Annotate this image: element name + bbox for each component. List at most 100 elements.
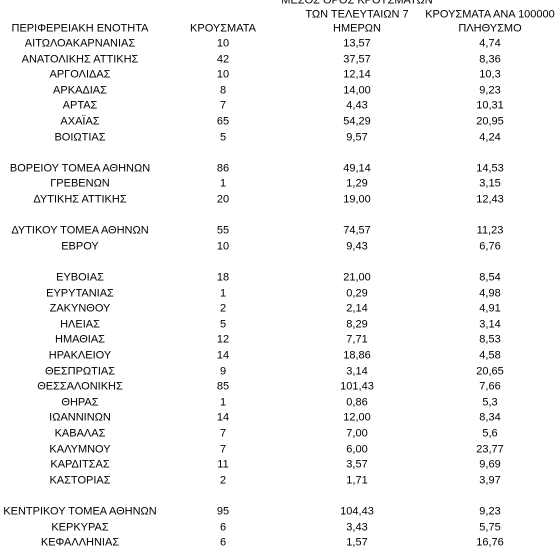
value-cell: 7,71 [346, 333, 368, 346]
region-name: ΚΑΣΤΟΡΙΑΣ [49, 474, 111, 487]
value-cell: 9 [219, 365, 227, 378]
region-name: ΘΗΡΑΣ [61, 396, 99, 409]
value-cell: 11 [217, 458, 229, 471]
value-cell: 101,43 [340, 380, 374, 393]
value-cell: 10 [216, 37, 230, 50]
region-name: ΗΡΑΚΛΕΙΟΥ [48, 349, 112, 362]
value-cell: 8 [219, 84, 227, 97]
value-cell: 14,00 [343, 84, 371, 97]
value-cell: 9,69 [479, 458, 501, 471]
value-cell: 14,53 [476, 162, 504, 175]
value-cell: 5,6 [482, 427, 498, 440]
value-cell: 8,36 [479, 53, 501, 66]
value-cell: 5 [219, 318, 227, 331]
value-cell: 18,86 [343, 349, 371, 362]
region-name: ΒΟΙΩΤΙΑΣ [54, 131, 106, 144]
value-cell: 95 [216, 505, 230, 518]
value-cell: 20,65 [476, 365, 504, 378]
header-cell: ΚΡΟΥΣΜΑΤΑ ΑΝΑ 100000 [425, 8, 555, 21]
value-cell: 18 [216, 271, 230, 284]
value-cell: 21,00 [343, 271, 371, 284]
region-name: ΕΥΡΥΤΑΝΙΑΣ [46, 287, 114, 300]
region-name: ΖΑΚΥΝΘΟΥ [49, 302, 111, 315]
value-cell: 3,15 [479, 177, 501, 190]
value-cell: 1 [219, 177, 227, 190]
value-cell: 85 [216, 380, 230, 393]
value-cell: 49,14 [343, 162, 371, 175]
header-cell: ΤΩΝ ΤΕΛΕΥΤΑΙΩΝ 7 [305, 8, 409, 21]
value-cell: 13,57 [343, 37, 371, 50]
value-cell: 2,14 [346, 302, 368, 315]
region-name: ΘΕΣΠΡΩΤΙΑΣ [44, 365, 116, 378]
value-cell: 7 [219, 99, 227, 112]
region-name: ΑΙΤΩΛΟΑΚΑΡΝΑΝΙΑΣ [24, 37, 136, 50]
value-cell: 9,57 [346, 131, 368, 144]
region-name: ΚΕΝΤΡΙΚΟΥ ΤΟΜΕΑ ΑΘΗΝΩΝ [3, 505, 157, 518]
value-cell: 5,3 [482, 396, 498, 409]
value-cell: 8,34 [479, 411, 501, 424]
value-cell: 10,3 [479, 68, 501, 81]
header-cell: ΜΕΣΟΣ ΟΡΟΣ ΚΡΟΥΣΜΑΤΩΝ [281, 0, 433, 7]
region-name: ΗΛΕΙΑΣ [60, 318, 100, 331]
region-name: ΚΑΛΥΜΝΟΥ [49, 443, 111, 456]
value-cell: 19,00 [343, 193, 371, 206]
value-cell: 6,00 [346, 443, 368, 456]
header-cell: ΗΜΕΡΩΝ [333, 22, 381, 35]
region-name: ΒΟΡΕΙΟΥ ΤΟΜΕΑ ΑΘΗΝΩΝ [9, 162, 151, 175]
region-name: ΕΥΒΟΙΑΣ [56, 271, 104, 284]
value-cell: 14 [216, 349, 230, 362]
value-cell: 14 [216, 411, 230, 424]
value-cell: 1,29 [346, 177, 368, 190]
value-cell: 6,76 [479, 240, 501, 253]
value-cell: 1,71 [346, 474, 368, 487]
header-cell: ΠΕΡΙΦΕΡΕΙΑΚΗ ΕΝΟΤΗΤΑ [11, 22, 149, 35]
value-cell: 2 [219, 302, 227, 315]
value-cell: 6 [219, 521, 227, 534]
value-cell: 10,31 [476, 99, 504, 112]
region-name: ΕΒΡΟΥ [61, 240, 99, 253]
value-cell: 12 [216, 333, 230, 346]
region-name: ΚΑΒΑΛΑΣ [54, 427, 106, 440]
value-cell: 5,75 [479, 521, 501, 534]
value-cell: 9,43 [346, 240, 368, 253]
value-cell: 4,98 [479, 287, 501, 300]
value-cell: 1,57 [346, 536, 368, 548]
value-cell: 8,29 [346, 318, 368, 331]
value-cell: 104,43 [340, 505, 374, 518]
value-cell: 3,14 [346, 365, 368, 378]
value-cell: 74,57 [343, 224, 371, 237]
value-cell: 7,66 [479, 380, 501, 393]
value-cell: 37,57 [343, 53, 371, 66]
header-cell: ΚΡΟΥΣΜΑΤΑ [190, 22, 256, 35]
value-cell: 9,23 [479, 84, 501, 97]
value-cell: 4,91 [479, 302, 501, 315]
region-name: ΑΝΑΤΟΛΙΚΗΣ ΑΤΤΙΚΗΣ [21, 53, 139, 66]
value-cell: 10 [216, 68, 230, 81]
region-name: ΑΡΓΟΛΙΔΑΣ [49, 68, 111, 81]
value-cell: 55 [216, 224, 230, 237]
header-cell: ΠΛΗΘΥΣΜΟ [458, 22, 522, 35]
value-cell: 4,74 [479, 37, 501, 50]
value-cell: 3,97 [479, 474, 501, 487]
value-cell: 16,76 [476, 536, 504, 548]
value-cell: 8,54 [479, 271, 501, 284]
region-name: ΑΧΑΪΑΣ [60, 115, 100, 128]
value-cell: 54,29 [343, 115, 371, 128]
value-cell: 12,43 [476, 193, 504, 206]
region-name: ΘΕΣΣΑΛΟΝΙΚΗΣ [37, 380, 123, 393]
value-cell: 20,95 [476, 115, 504, 128]
value-cell: 1 [219, 287, 227, 300]
value-cell: 86 [216, 162, 230, 175]
value-cell: 5 [219, 131, 227, 144]
region-name: ΑΡΚΑΔΙΑΣ [53, 84, 107, 97]
value-cell: 12,00 [343, 411, 371, 424]
region-name: ΚΕΦΑΛΛΗΝΙΑΣ [40, 536, 120, 548]
value-cell: 10 [216, 240, 230, 253]
region-name: ΚΑΡΔΙΤΣΑΣ [50, 458, 110, 471]
value-cell: 11,23 [476, 224, 504, 237]
value-cell: 23,77 [476, 443, 504, 456]
value-cell: 3,14 [479, 318, 501, 331]
value-cell: 42 [216, 53, 230, 66]
value-cell: 3,43 [346, 521, 368, 534]
